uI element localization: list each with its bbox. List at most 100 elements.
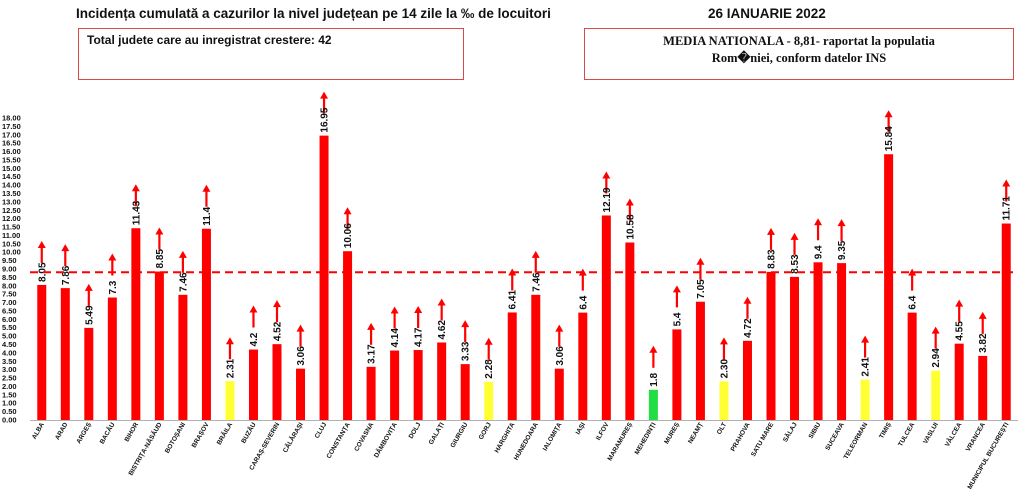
national-average-line1: MEDIA NATIONALA - 8,81- raportat la popu…	[663, 34, 935, 48]
bar-value-label: 2.31	[225, 358, 236, 378]
y-tick-label: 9.50	[2, 256, 17, 265]
bar-value-label: 3.17	[367, 344, 378, 364]
x-tick-label: GORJ	[478, 421, 493, 441]
increase-arrow-head	[602, 171, 611, 179]
y-tick-label: 9.00	[2, 265, 17, 274]
bar	[366, 366, 376, 420]
increase-arrow-head	[225, 337, 234, 345]
bar	[790, 276, 800, 420]
y-tick-label: 6.00	[2, 315, 17, 324]
bar-value-label: 5.4	[672, 312, 683, 326]
y-tick-label: 5.00	[2, 332, 17, 341]
bar-value-label: 3.33	[461, 341, 472, 361]
bar	[531, 294, 541, 420]
increase-arrow-head	[625, 198, 634, 206]
bar-value-label: 11.4	[202, 206, 213, 225]
bar-value-label: 12.19	[602, 187, 613, 212]
x-tick-label: CĂLĂRAȘI	[280, 420, 305, 454]
increase-arrow-head	[837, 219, 846, 227]
increase-arrow-head	[484, 337, 493, 345]
y-tick-label: 2.00	[2, 382, 17, 391]
increase-arrow-head	[37, 240, 46, 248]
y-tick-label: 1.00	[2, 399, 17, 408]
bar-value-label: 4.62	[437, 320, 448, 340]
increase-arrow-head	[343, 207, 352, 215]
bar	[178, 294, 188, 420]
y-tick-label: 11.50	[2, 223, 20, 232]
x-tick-label: MEHEDINȚI	[634, 421, 658, 456]
bar	[719, 381, 729, 420]
bar-value-label: 6.41	[508, 290, 519, 310]
y-tick-label: 8.50	[2, 273, 17, 282]
y-tick-label: 14.00	[2, 181, 21, 190]
y-tick-label: 17.50	[2, 122, 21, 131]
bar	[954, 343, 964, 420]
bar	[343, 251, 353, 420]
increase-arrow-head	[131, 184, 140, 192]
x-tick-label: TIMIȘ	[878, 421, 893, 440]
increase-arrow-head	[861, 335, 870, 343]
bar-value-label: 6.4	[578, 295, 589, 309]
y-tick-label: 7.50	[2, 290, 17, 299]
bar-value-label: 5.49	[84, 305, 95, 325]
x-tick-label: ARGEȘ	[75, 421, 93, 445]
y-tick-label: 13.50	[2, 189, 21, 198]
increase-arrow-head	[1002, 179, 1011, 187]
chart-title: Incidența cumulată a cazurilor la nivel …	[76, 6, 551, 21]
y-tick-label: 16.00	[2, 147, 21, 156]
x-tick-label: VASLUI	[922, 421, 940, 445]
x-tick-label: OLT	[716, 421, 728, 435]
bar	[648, 389, 658, 420]
bar	[554, 368, 564, 420]
y-tick-label: 4.00	[2, 348, 17, 357]
bar	[201, 228, 211, 420]
x-tick-label: SUCEAVA	[824, 421, 846, 451]
chart-date: 26 IANUARIE 2022	[708, 6, 826, 21]
bar-value-label: 9.4	[814, 245, 825, 259]
increase-arrow-head	[202, 184, 211, 192]
y-tick-label: 15.00	[2, 164, 21, 173]
bar	[154, 271, 164, 420]
bar-value-label: 8.85	[155, 249, 166, 269]
bar-value-label: 9.35	[837, 240, 848, 260]
y-tick-label: 12.00	[2, 214, 21, 223]
bar-value-label: 7.46	[178, 272, 189, 292]
increase-arrow-head	[814, 218, 823, 226]
x-tick-label: VRANCEA	[965, 421, 987, 453]
bar	[742, 340, 752, 420]
y-tick-label: 1.50	[2, 390, 17, 399]
bar-value-label: 3.82	[978, 333, 989, 353]
bar	[978, 355, 988, 420]
increase-arrow-head	[178, 250, 187, 258]
bar-value-label: 8.53	[790, 254, 801, 274]
bar	[578, 312, 588, 420]
x-tick-label: CLUJ	[314, 421, 329, 440]
increase-arrow-head	[367, 322, 376, 330]
x-tick-label: SATU MARE	[750, 421, 775, 458]
bar	[907, 312, 917, 420]
x-tick-label: DÂMBOVIȚA	[371, 420, 399, 459]
x-tick-label: ILFOV	[595, 421, 611, 442]
bar	[37, 284, 47, 420]
y-tick-label: 8.00	[2, 281, 17, 290]
x-tick-label: BUZĂU	[239, 420, 258, 444]
y-tick-label: 14.50	[2, 172, 21, 181]
bar	[84, 327, 94, 420]
y-tick-label: 10.50	[2, 239, 21, 248]
x-tick-label: IAȘI	[575, 421, 587, 436]
increase-arrow-head	[461, 320, 470, 328]
bar-value-label: 1.8	[649, 372, 660, 386]
bar-value-label: 7.3	[108, 280, 119, 294]
bar	[672, 329, 682, 420]
bar-value-label: 15.84	[884, 126, 895, 151]
total-increase-box: Total judete care au inregistrat crester…	[78, 28, 464, 80]
bar	[837, 263, 847, 420]
bar-value-label: 16.95	[320, 107, 331, 132]
bar-value-label: 11.43	[131, 200, 142, 225]
increase-arrow-head	[249, 305, 258, 313]
y-tick-label: 18.00	[2, 114, 21, 123]
x-tick-label: GIURGIU	[449, 421, 469, 449]
bar-value-label: 3.06	[555, 346, 566, 366]
y-tick-label: 3.00	[2, 365, 17, 374]
